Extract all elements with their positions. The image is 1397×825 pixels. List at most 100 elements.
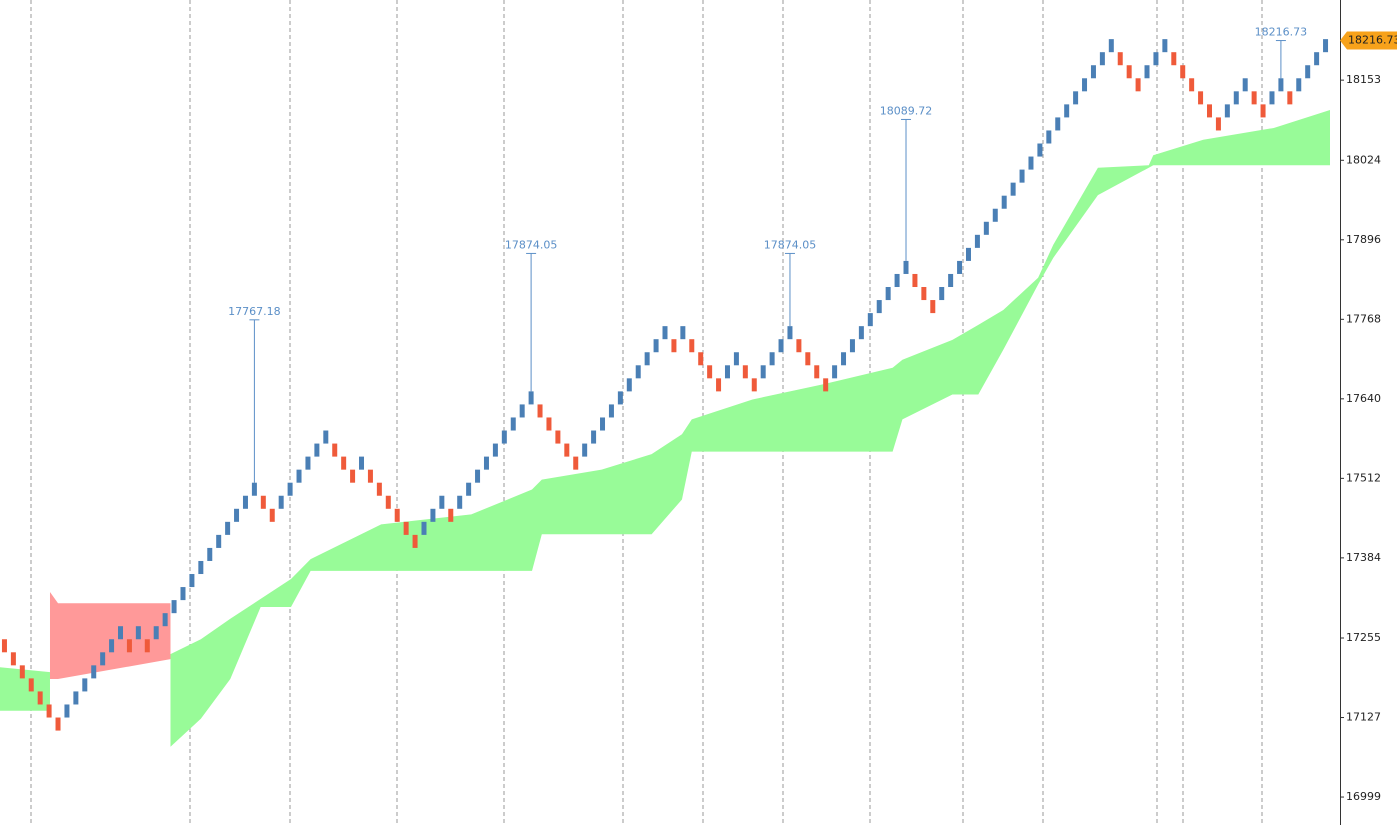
cloud (49, 592, 171, 680)
renko-brick (823, 378, 829, 392)
renko-brick (671, 339, 677, 353)
renko-brick (19, 665, 25, 679)
last-price-label: 18216.73 (1348, 34, 1397, 47)
renko-brick (341, 456, 347, 470)
renko-brick (1260, 104, 1266, 118)
renko-brick (1, 639, 7, 653)
renko-brick (805, 352, 811, 366)
axis-panel (1340, 0, 1397, 825)
renko-brick (689, 339, 695, 353)
y-tick-label: 17640 (1346, 392, 1381, 405)
y-tick-label: 17127 (1346, 711, 1381, 724)
renko-brick (466, 482, 472, 496)
y-tick-label: 17384 (1346, 551, 1381, 564)
renko-brick (1082, 78, 1088, 92)
renko-brick (91, 665, 97, 679)
renko-brick (260, 495, 266, 509)
renko-brick (546, 417, 552, 431)
renko-brick (1314, 52, 1320, 66)
renko-brick (492, 443, 498, 457)
renko-brick (1180, 65, 1186, 79)
renko-brick (555, 430, 561, 444)
renko-brick (323, 430, 329, 444)
renko-brick (1144, 65, 1150, 79)
renko-brick (698, 352, 704, 366)
y-tick-label: 16999 (1346, 790, 1381, 803)
renko-brick (814, 365, 820, 379)
renko-brick (483, 456, 489, 470)
annotation-label: 17874.05 (764, 238, 817, 251)
renko-brick (1028, 156, 1034, 170)
renko-brick (1251, 91, 1257, 105)
renko-brick (858, 326, 864, 340)
renko-brick (10, 652, 16, 666)
renko-brick (832, 365, 838, 379)
renko-brick (742, 365, 748, 379)
renko-brick (314, 443, 320, 457)
renko-brick (376, 482, 382, 496)
renko-brick (1046, 130, 1052, 144)
renko-brick (216, 534, 222, 548)
renko-brick (118, 626, 124, 640)
renko-brick (501, 430, 507, 444)
y-tick-label: 18153 (1346, 73, 1381, 86)
renko-brick (796, 339, 802, 353)
renko-brick (894, 273, 900, 288)
renko-brick (162, 613, 168, 627)
renko-brick (439, 495, 445, 509)
renko-brick (1233, 91, 1239, 105)
renko-brick (1117, 52, 1123, 66)
renko-brick (207, 547, 213, 561)
renko-brick (126, 639, 132, 653)
renko-brick (733, 352, 739, 366)
renko-brick (939, 287, 945, 301)
renko-brick (242, 495, 248, 509)
renko-brick (305, 456, 311, 470)
renko-brick (653, 339, 659, 353)
renko-brick (1037, 143, 1043, 157)
renko-brick (626, 378, 632, 392)
renko-brick (1099, 52, 1105, 66)
renko-brick (707, 365, 713, 379)
renko-brick (1215, 117, 1221, 131)
renko-brick (269, 508, 275, 522)
renko-brick (680, 326, 686, 340)
renko-brick (332, 443, 338, 457)
renko-brick (564, 443, 570, 457)
renko-brick (1090, 65, 1096, 79)
renko-brick (359, 456, 365, 470)
renko-brick (1206, 104, 1212, 118)
renko-brick (234, 508, 240, 522)
renko-brick (55, 717, 61, 731)
renko-brick (1171, 52, 1177, 66)
renko-brick (1242, 78, 1248, 92)
renko-brick (457, 495, 463, 509)
renko-brick (617, 391, 623, 405)
renko-brick (73, 691, 79, 705)
renko-brick (537, 404, 543, 418)
renko-brick (100, 652, 106, 666)
renko-brick (974, 234, 980, 248)
renko-brick (983, 221, 989, 235)
renko-brick (1073, 91, 1079, 105)
y-tick-label: 18024 (1346, 153, 1381, 166)
renko-brick (724, 365, 730, 379)
cloud (0, 667, 50, 711)
renko-brick (296, 469, 302, 483)
renko-brick (1278, 78, 1284, 92)
renko-brick (948, 273, 954, 288)
renko-brick (1064, 104, 1070, 118)
renko-brick (251, 482, 257, 496)
renko-brick (1224, 104, 1230, 118)
renko-brick (278, 495, 284, 509)
renko-brick (787, 326, 793, 340)
renko-brick (28, 678, 34, 692)
renko-brick (198, 560, 204, 575)
renko-brick (510, 417, 516, 431)
renko-brick (751, 378, 757, 392)
renko-brick (1126, 65, 1132, 79)
renko-brick (635, 365, 641, 379)
renko-brick (367, 469, 373, 483)
